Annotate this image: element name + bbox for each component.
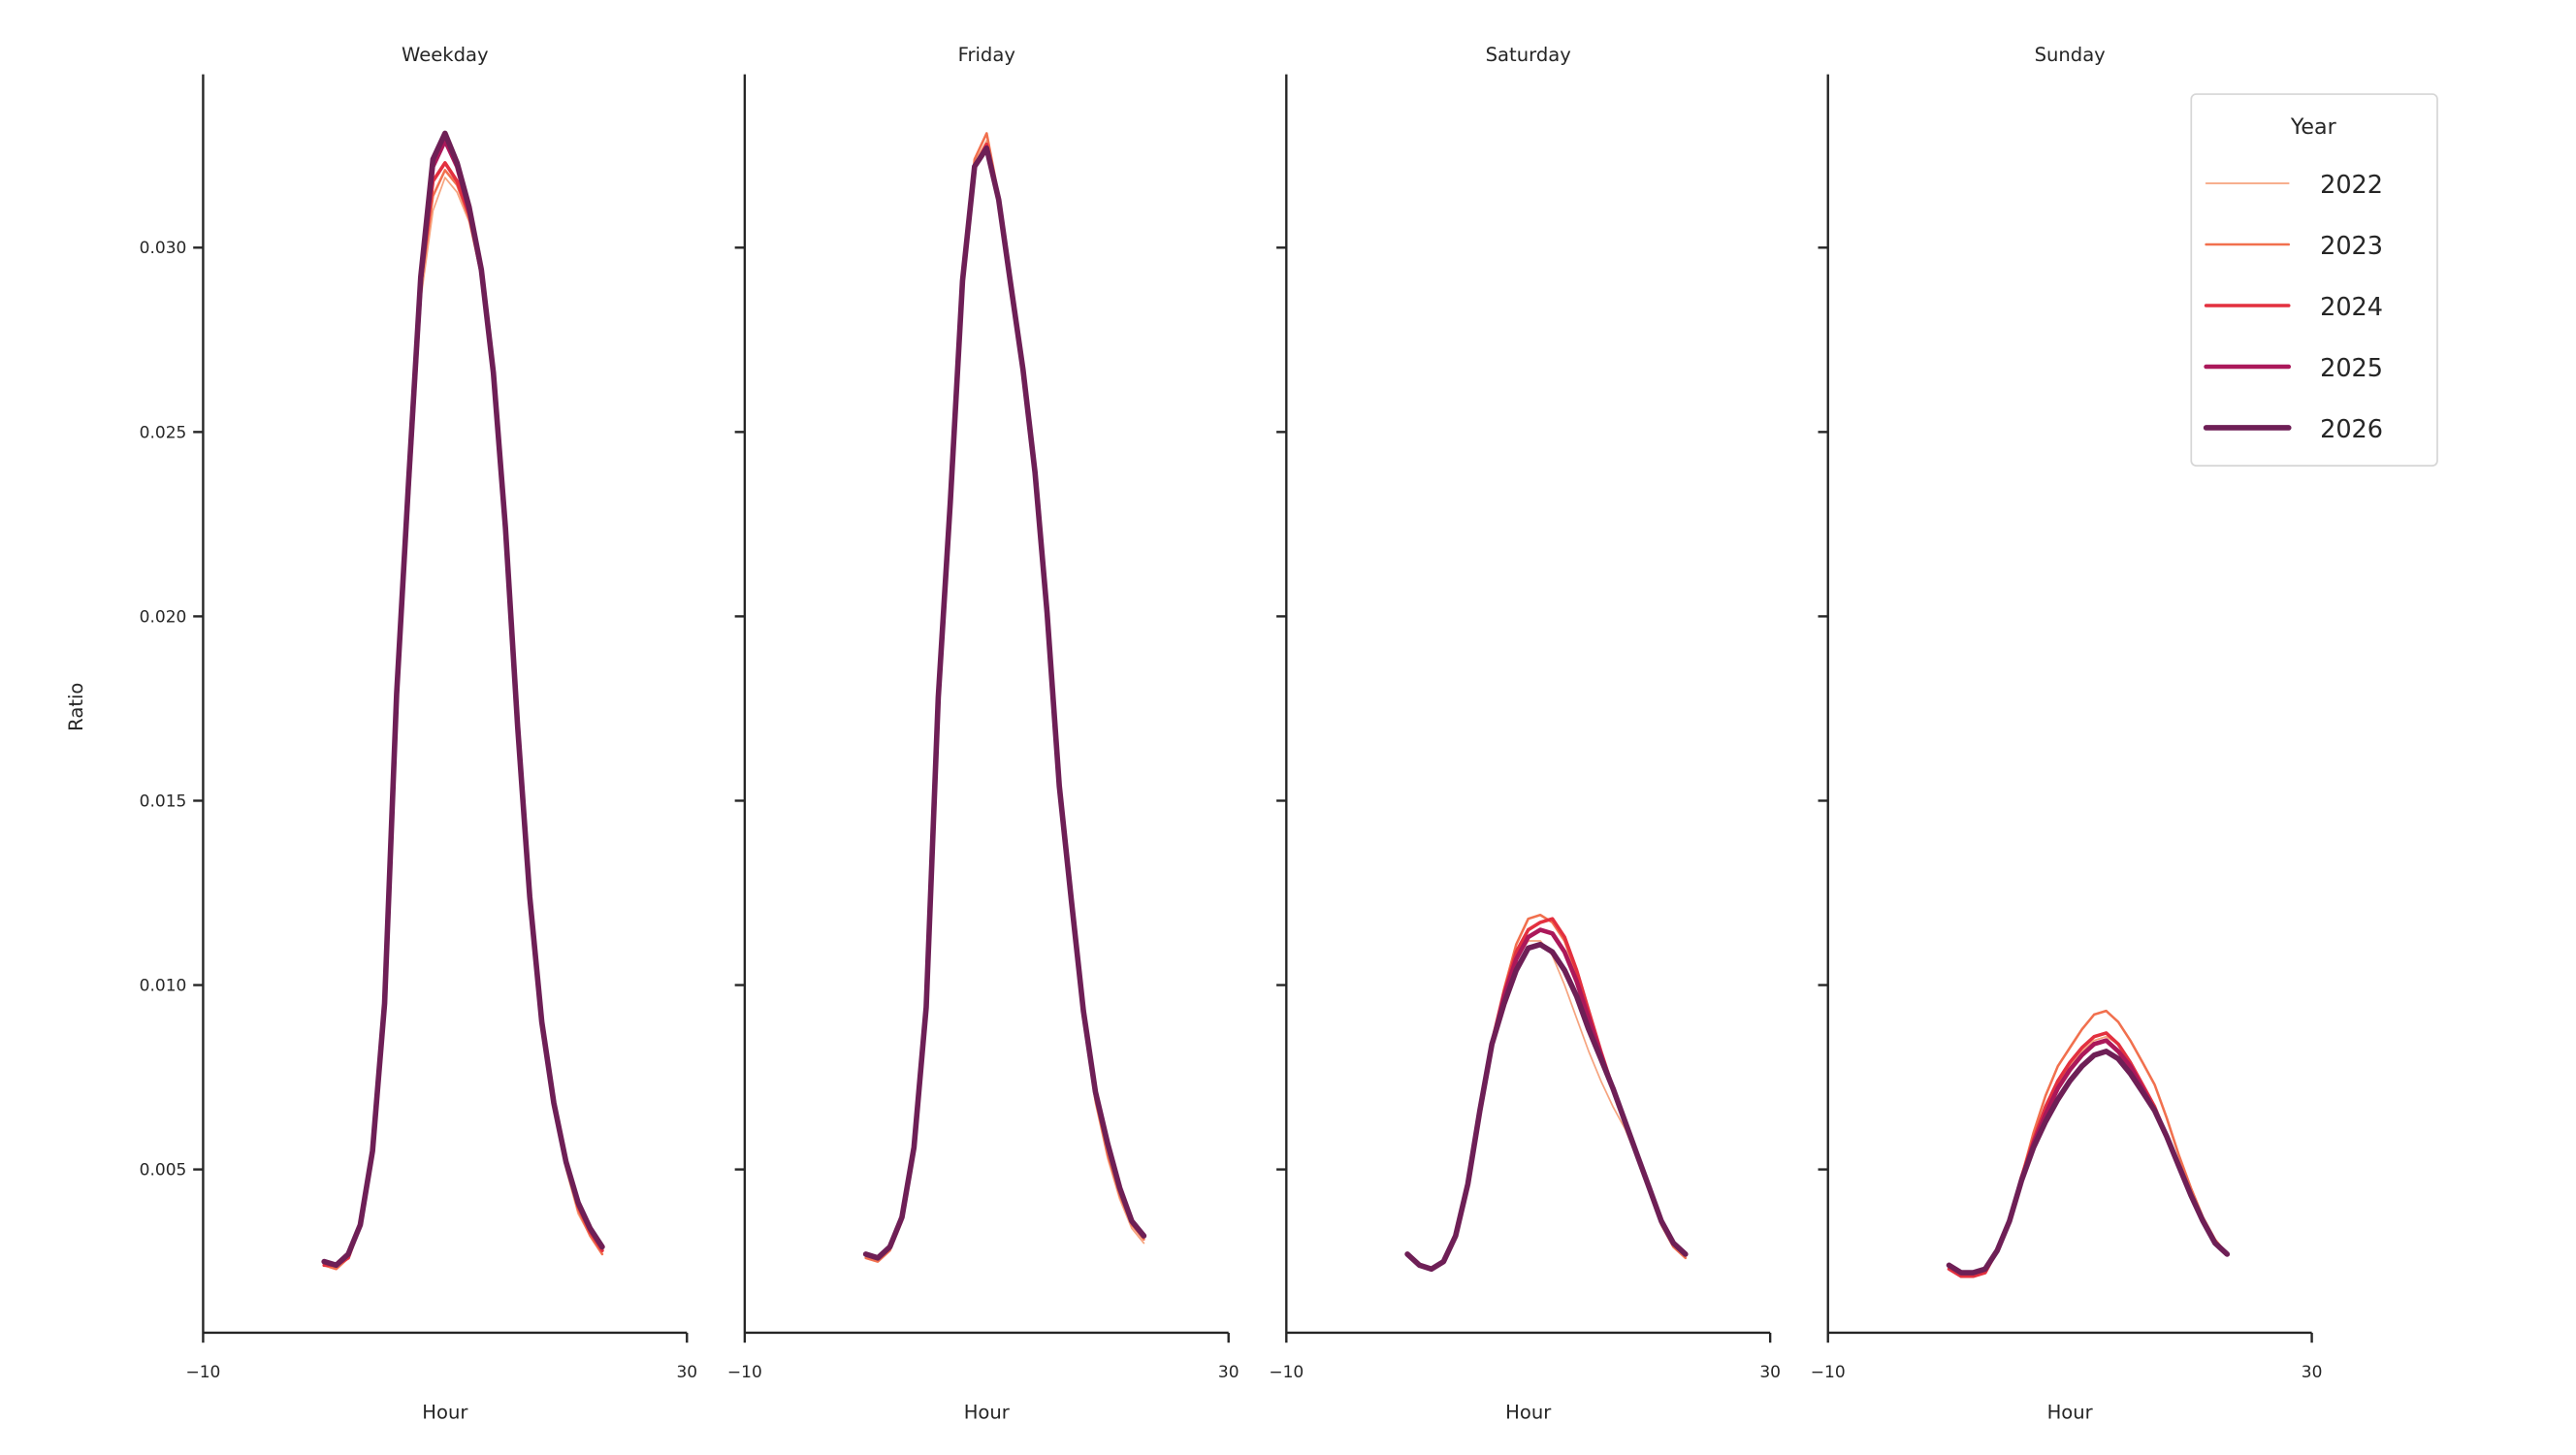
y-axis-label: Ratio [65,683,87,731]
series-line-2026 [321,130,605,1269]
series-line-2025 [1404,927,1689,1272]
x-tick-label: −10 [1269,1363,1304,1382]
y-tick-label: 0.005 [140,1161,187,1180]
legend-label-2024: 2024 [2320,293,2383,322]
x-axis-label: Hour [2047,1402,2094,1424]
series-line-2023 [1405,913,1688,1271]
y-tick-label: 0.020 [140,607,187,627]
series-line-2025 [321,138,605,1268]
panel-title: Saturday [1486,44,1571,66]
legend-label-2023: 2023 [2320,232,2383,261]
series-line-2025 [1947,1038,2230,1276]
y-tick-label: 0.025 [140,423,187,442]
series-line-2022 [1406,940,1687,1271]
x-axis-label: Hour [1505,1402,1552,1424]
legend-label-2022: 2022 [2320,171,2383,200]
panel-saturday: Saturday −10 30 Hour [1269,44,1781,1424]
x-tick-label: 30 [1759,1363,1781,1382]
x-tick-label: −10 [727,1363,762,1382]
series-line-2026 [1404,941,1689,1273]
panel-sunday: Sunday −10 30 Hour [1811,44,2323,1424]
legend-label-2025: 2025 [2320,354,2383,383]
x-tick-label: −10 [185,1363,220,1382]
y-tick-label: 0.010 [140,976,187,995]
panel-title: Sunday [2035,44,2106,66]
series-line-2024 [322,161,604,1268]
series-line-2024 [1947,1031,2230,1278]
legend: Year 2022 2023 2024 2025 2026 [2190,93,2438,467]
panel-weekday: Weekday 0.005 0.010 0.015 0.020 0.025 0.030 −10… [140,44,697,1424]
y-tick-label: 0.015 [140,792,187,811]
series-line-2024 [863,143,1146,1260]
x-axis-label: Hour [422,1402,468,1424]
series-line-2023 [864,132,1145,1263]
y-tick-label: 0.030 [140,239,187,258]
series-line-2026 [1946,1049,2231,1276]
panel-title: Weekday [402,44,489,66]
legend-title: Year [2290,114,2337,140]
series-line-2025 [863,146,1146,1261]
panel-title: Friday [958,44,1015,66]
series-line-2023 [322,169,604,1271]
series-line-2022 [864,140,1145,1263]
series-line-2022 [323,177,603,1271]
x-tick-label: 30 [676,1363,697,1382]
panel-friday: Friday −10 30 Hour [727,44,1240,1424]
legend-label-2026: 2026 [2320,415,2383,444]
x-tick-label: 30 [2302,1363,2323,1382]
legend-frame [2190,93,2438,467]
series-line-2022 [1948,1035,2229,1277]
x-tick-label: 30 [1218,1363,1240,1382]
x-tick-label: −10 [1811,1363,1846,1382]
series-line-2024 [1405,917,1688,1272]
series-line-2026 [862,145,1147,1261]
x-axis-label: Hour [964,1402,1011,1424]
